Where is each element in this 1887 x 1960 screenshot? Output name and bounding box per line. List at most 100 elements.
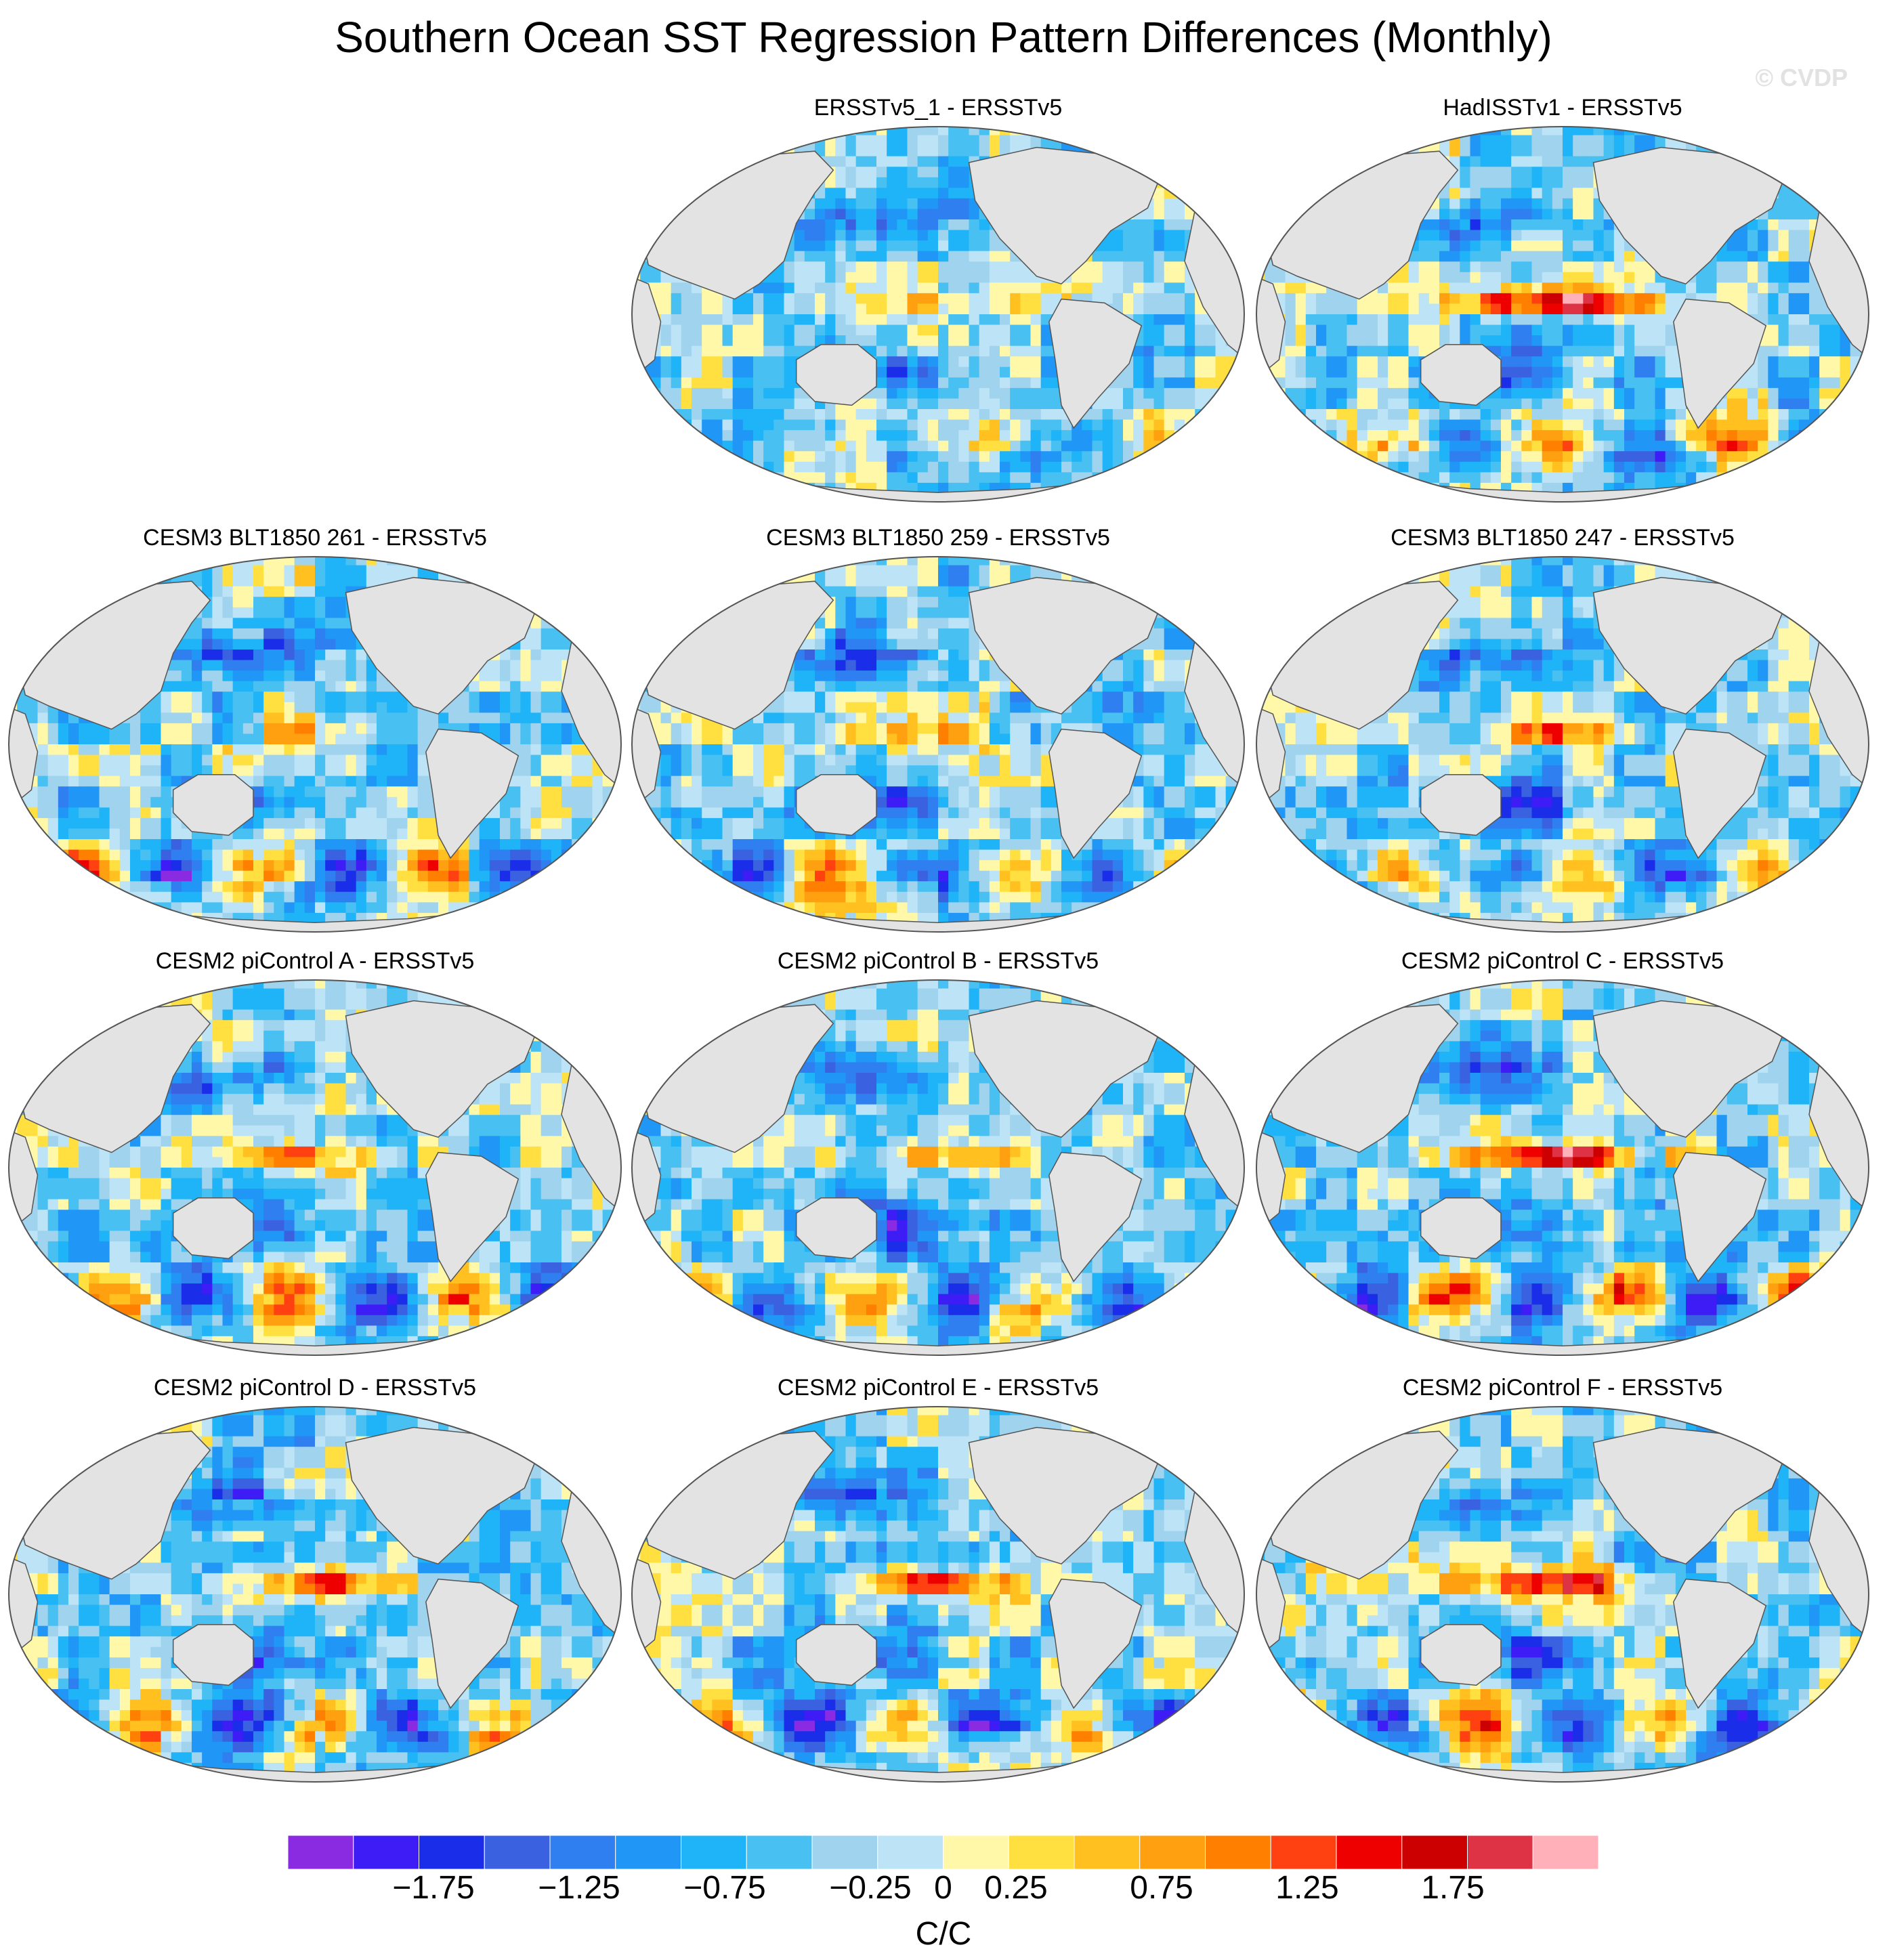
sst-cell	[1542, 261, 1553, 273]
sst-cell	[1809, 493, 1820, 502]
sst-cell	[212, 607, 224, 618]
sst-cell	[1511, 387, 1522, 400]
sst-cell	[377, 565, 387, 576]
sst-cell	[753, 430, 764, 442]
sst-cell	[1850, 240, 1861, 252]
sst-cell	[825, 127, 836, 136]
sst-cell	[1143, 398, 1155, 410]
sst-cell	[1603, 377, 1615, 389]
sst-cell	[1378, 398, 1388, 410]
sst-cell	[1798, 345, 1810, 357]
sst-cell	[632, 440, 641, 452]
sst-cell	[202, 576, 213, 587]
sst-cell	[1573, 303, 1584, 315]
sst-cell	[938, 261, 949, 273]
sst-cell	[1819, 127, 1830, 136]
sst-cell	[1860, 219, 1869, 231]
sst-cell	[773, 135, 785, 146]
sst-cell	[37, 576, 49, 587]
sst-cell	[1563, 272, 1573, 283]
sst-cell	[1225, 135, 1237, 146]
sst-cell	[1275, 177, 1286, 188]
sst-cell	[1490, 314, 1502, 326]
sst-cell	[520, 586, 532, 597]
sst-cell	[1696, 135, 1707, 146]
sst-cell	[927, 440, 939, 452]
sst-cell	[1316, 345, 1327, 357]
sst-cell	[1716, 440, 1728, 452]
sst-cell	[1593, 366, 1605, 378]
sst-cell	[1634, 387, 1645, 400]
sst-cell	[702, 127, 713, 136]
sst-cell	[1798, 482, 1810, 494]
sst-cell	[1758, 387, 1768, 400]
sst-cell	[1798, 387, 1810, 400]
sst-cell	[1040, 430, 1052, 442]
sst-cell	[1860, 377, 1869, 389]
sst-cell	[640, 177, 651, 188]
sst-cell	[1398, 282, 1409, 294]
sst-cell	[1583, 261, 1594, 273]
sst-cell	[732, 303, 744, 315]
sst-cell	[1347, 366, 1358, 378]
sst-cell	[1634, 314, 1645, 326]
sst-cell	[1726, 272, 1738, 283]
sst-cell	[1164, 314, 1175, 326]
sst-cell	[763, 409, 774, 421]
sst-cell	[1747, 303, 1758, 315]
sst-cell	[753, 293, 764, 305]
sst-cell	[1788, 451, 1800, 463]
sst-cell	[927, 419, 939, 431]
sst-cell	[927, 366, 939, 378]
sst-cell	[1235, 251, 1244, 262]
sst-cell	[640, 419, 651, 431]
sst-cell	[1511, 324, 1522, 336]
sst-cell	[1378, 409, 1388, 421]
sst-cell	[887, 198, 897, 210]
sst-cell	[325, 649, 336, 661]
sst-cell	[866, 440, 877, 452]
sst-cell	[1153, 345, 1165, 357]
sst-cell	[572, 628, 582, 640]
sst-cell	[1624, 135, 1635, 146]
sst-cell	[1501, 177, 1512, 188]
sst-cell	[1778, 251, 1789, 262]
sst-cell	[551, 557, 562, 566]
sst-cell	[1000, 324, 1011, 336]
sst-cell	[1112, 272, 1124, 283]
sst-cell	[1153, 219, 1165, 231]
sst-cell	[1563, 482, 1573, 494]
sst-cell	[1143, 409, 1155, 421]
sst-cell	[845, 293, 857, 305]
sst-cell	[1788, 135, 1800, 146]
sst-cell	[1542, 387, 1553, 400]
sst-cell	[1778, 419, 1789, 431]
page-title: Southern Ocean SST Regression Pattern Di…	[0, 12, 1887, 62]
sst-cell	[1531, 282, 1543, 294]
sst-cell	[1102, 472, 1114, 484]
sst-cell	[1819, 335, 1830, 347]
sst-cell	[1061, 493, 1072, 502]
sst-cell	[876, 230, 887, 241]
sst-cell	[1123, 387, 1134, 400]
sst-cell	[1133, 419, 1144, 431]
sst-cell	[1645, 440, 1656, 452]
sst-cell	[794, 430, 805, 442]
sst-cell	[99, 576, 110, 587]
sst-cell	[1840, 461, 1851, 473]
sst-cell	[1778, 261, 1789, 273]
sst-cell	[1378, 345, 1388, 357]
sst-cell	[1860, 409, 1869, 421]
sst-cell	[712, 419, 723, 431]
sst-cell	[1788, 345, 1800, 357]
sst-cell	[1501, 472, 1512, 484]
sst-cell	[1408, 324, 1420, 336]
sst-cell	[1501, 282, 1512, 294]
sst-cell	[572, 576, 582, 587]
sst-cell	[1061, 419, 1072, 431]
sst-cell	[1809, 167, 1820, 178]
sst-cell	[1768, 356, 1779, 368]
sst-cell	[1768, 366, 1779, 378]
sst-cell	[1215, 167, 1227, 178]
sst-cell	[1020, 314, 1032, 326]
